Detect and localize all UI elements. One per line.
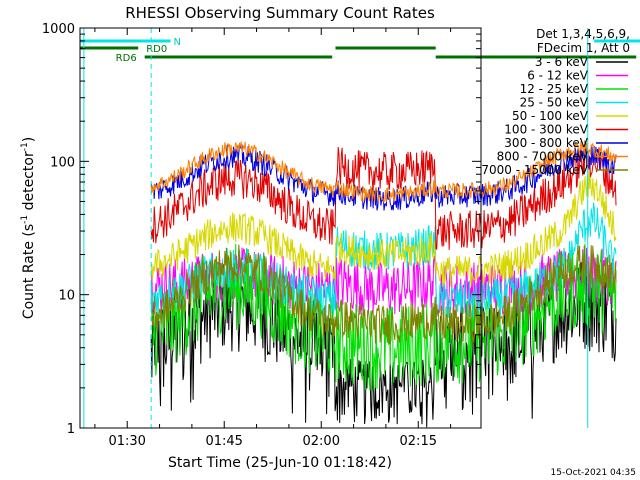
legend-label: 100 - 300 keV xyxy=(504,123,588,137)
axis-layer: 01:30 01:45 02:00 02:15 1 10 100 1000 xyxy=(42,22,481,449)
legend-header-2: FDecim 1, Att 0 xyxy=(537,41,630,55)
y-label-sup1: -1 xyxy=(20,215,30,224)
legend-label: 6 - 12 keV xyxy=(527,69,589,83)
legend-label: 50 - 100 keV xyxy=(512,109,589,123)
series-line-7000-15000- xyxy=(150,244,617,345)
x-tick-label: 02:00 xyxy=(303,434,340,449)
series-line-50-100- xyxy=(150,170,617,287)
data-layer xyxy=(150,140,617,428)
legend-label: 800 - 7000 keV xyxy=(497,150,589,164)
series-line-800-7000- xyxy=(150,141,617,204)
y-tick-label: 100 xyxy=(50,155,75,170)
legend-label: 3 - 6 keV xyxy=(535,55,589,69)
legend-label: 12 - 25 keV xyxy=(520,82,589,96)
series-line-25-50- xyxy=(150,202,617,319)
y-axis-label: Count Rate (s-1 detector-1) xyxy=(20,137,37,319)
legend-label: 25 - 50 keV xyxy=(520,96,589,110)
rd0-flag-label: RD0 xyxy=(146,44,167,55)
rd6-flag-label: RD6 xyxy=(116,53,137,64)
y-label-end: ) xyxy=(21,137,37,142)
legend-label: 7000 - 15000 keV xyxy=(481,163,588,177)
flag-layer: N RD0 RD6 xyxy=(80,28,640,428)
x-tick-label: 01:45 xyxy=(205,434,242,449)
y-tick-label: 10 xyxy=(58,289,75,304)
timestamp: 15-Oct-2021 04:35 xyxy=(551,468,636,478)
x-tick-label: 02:15 xyxy=(400,434,437,449)
legend-header-1: Det 1,3,4,5,6,9, xyxy=(536,27,630,41)
x-tick-label: 01:30 xyxy=(108,434,145,449)
legend-label: 300 - 800 keV xyxy=(504,136,588,150)
y-tick-label: 1000 xyxy=(42,22,75,37)
y-tick-label: 1 xyxy=(67,422,75,437)
y-label-sup2: -1 xyxy=(20,142,30,151)
y-label-mid: detector xyxy=(21,151,37,215)
x-axis-label: Start Time (25-Jun-10 01:18:42) xyxy=(168,455,392,471)
night-flag-label: N xyxy=(174,37,181,48)
chart-title: RHESSI Observing Summary Count Rates xyxy=(125,4,435,22)
plot-frame xyxy=(79,27,482,429)
y-label-main: Count Rate (s xyxy=(21,224,37,319)
